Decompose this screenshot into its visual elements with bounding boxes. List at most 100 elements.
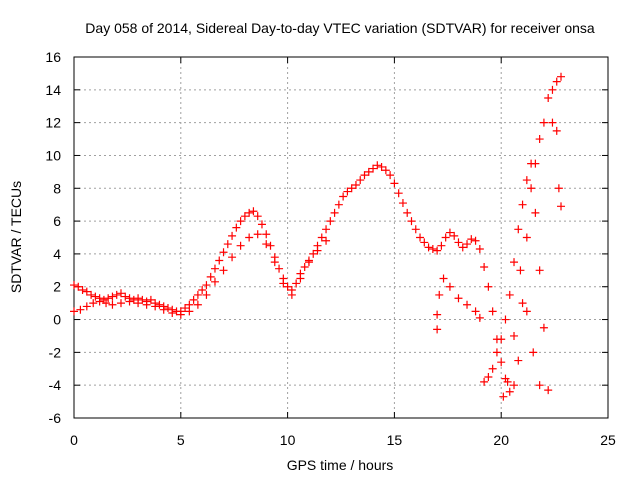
data-point — [471, 236, 480, 245]
data-point — [95, 297, 104, 306]
data-point — [445, 282, 454, 291]
data-point — [236, 217, 245, 226]
data-point — [87, 290, 96, 299]
data-point — [557, 202, 566, 211]
data-point — [411, 225, 420, 234]
data-point — [210, 277, 219, 286]
data-point — [377, 162, 386, 171]
data-point — [360, 171, 369, 180]
data-point — [407, 217, 416, 226]
data-point — [356, 176, 365, 185]
data-point — [245, 233, 254, 242]
data-point — [82, 287, 91, 296]
data-point — [394, 189, 403, 198]
grid-lines — [74, 57, 608, 418]
y-axis-label: SDTVAR / TECUs — [8, 181, 24, 293]
data-point — [240, 212, 249, 221]
data-point — [503, 377, 512, 386]
data-point — [531, 208, 540, 217]
data-point — [416, 233, 425, 242]
data-point — [435, 290, 444, 299]
data-point — [189, 295, 198, 304]
data-point — [249, 207, 258, 216]
data-point — [433, 246, 442, 255]
data-point — [505, 387, 514, 396]
data-point — [279, 279, 288, 288]
data-point — [480, 263, 489, 272]
data-point — [116, 299, 125, 308]
data-point — [497, 358, 506, 367]
data-point — [454, 294, 463, 303]
data-point — [539, 323, 548, 332]
data-point — [70, 281, 78, 290]
data-point — [548, 118, 557, 127]
data-point — [232, 223, 241, 232]
data-point — [326, 217, 335, 226]
data-point — [433, 310, 442, 319]
data-point — [552, 126, 561, 135]
data-point — [206, 272, 215, 281]
data-point — [253, 212, 262, 221]
data-point — [535, 266, 544, 275]
data-point — [193, 290, 202, 299]
data-point — [257, 220, 266, 229]
data-point — [390, 179, 399, 188]
data-point — [454, 238, 463, 247]
data-point — [125, 297, 134, 306]
data-point — [262, 240, 271, 249]
data-point — [223, 240, 232, 249]
data-point — [373, 161, 382, 170]
data-point — [439, 274, 448, 283]
data-point — [514, 356, 523, 365]
data-point — [554, 184, 563, 193]
data-point — [386, 171, 395, 180]
data-points — [70, 72, 566, 401]
data-point — [535, 135, 544, 144]
data-point — [433, 325, 442, 334]
data-point — [202, 290, 211, 299]
x-tick-label: 25 — [600, 432, 616, 448]
data-point — [283, 282, 292, 291]
x-tick-label: 0 — [70, 432, 78, 448]
data-point — [202, 281, 211, 290]
data-point — [151, 302, 160, 311]
data-point — [527, 159, 536, 168]
data-point — [544, 94, 553, 103]
y-tick-label: 8 — [53, 180, 61, 196]
data-point — [484, 282, 493, 291]
data-point — [535, 381, 544, 390]
y-tick-label: 10 — [45, 147, 61, 163]
data-point — [505, 290, 514, 299]
data-point — [527, 184, 536, 193]
data-point — [398, 199, 407, 208]
data-point — [228, 253, 237, 262]
data-point — [343, 187, 352, 196]
data-point — [245, 208, 254, 217]
data-point — [428, 244, 437, 253]
y-tick-label: 12 — [45, 115, 61, 131]
data-point — [219, 248, 228, 257]
data-point — [420, 238, 429, 247]
y-tick-label: 2 — [53, 279, 61, 295]
x-tick-label: 20 — [493, 432, 509, 448]
x-axis: 0 5 10 15 20 25 — [70, 57, 616, 448]
data-point — [330, 208, 339, 217]
data-point — [78, 286, 87, 295]
data-point — [155, 300, 164, 309]
data-point — [275, 264, 284, 273]
data-point — [108, 292, 117, 301]
y-tick-label: 16 — [45, 49, 61, 65]
data-point — [463, 300, 472, 309]
data-point — [91, 292, 100, 301]
x-tick-label: 10 — [280, 432, 296, 448]
y-tick-label: 4 — [53, 246, 61, 262]
y-axis: -6 -4 -2 0 2 4 6 8 10 12 14 16 — [45, 49, 608, 426]
data-point — [548, 85, 557, 94]
data-point — [522, 233, 531, 242]
data-point — [514, 225, 523, 234]
data-point — [347, 184, 356, 193]
data-point — [317, 233, 326, 242]
data-point — [304, 258, 313, 267]
data-point — [552, 77, 561, 86]
